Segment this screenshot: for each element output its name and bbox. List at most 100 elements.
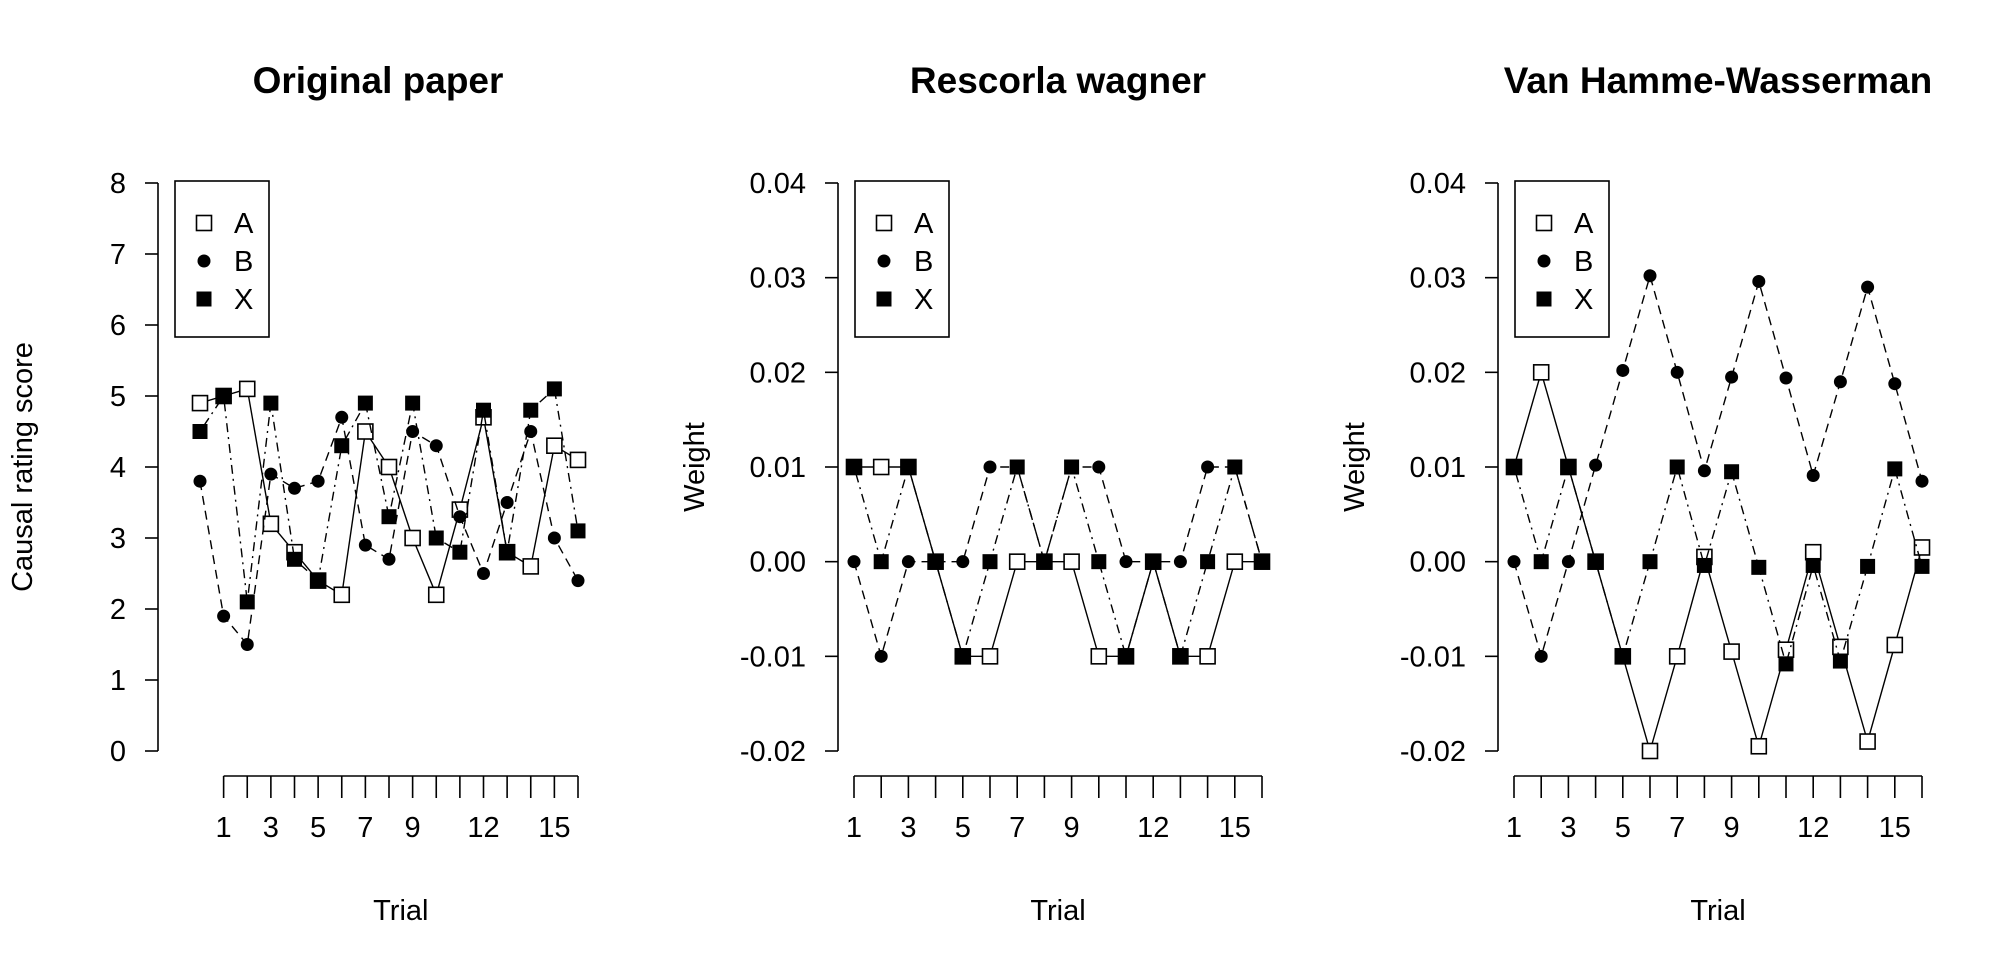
y-tick-label: -0.02: [740, 736, 806, 768]
data-point-B: [956, 555, 970, 569]
data-point-B: [847, 555, 861, 569]
data-point-X: [1036, 554, 1052, 570]
data-point-X: [873, 554, 889, 570]
y-tick-label: 0.00: [750, 547, 806, 579]
legend-label-A: A: [914, 208, 934, 240]
data-point-A: [404, 529, 421, 547]
data-point-X: [900, 459, 916, 475]
y-tick-label: 8: [110, 168, 126, 200]
data-point-X: [216, 388, 232, 404]
chart-panel-3: Van Hamme-Wasserman -0.02 -0.01 0.00 0.01 0.0…: [1339, 60, 1932, 927]
data-point-A: [1668, 648, 1686, 665]
data-point-B: [1173, 555, 1187, 569]
series-line-B: [853, 466, 1263, 659]
data-point-B: [382, 552, 396, 566]
x-tick-label: 3: [900, 812, 916, 844]
y-tick-label: 7: [110, 239, 126, 271]
data-point-B: [983, 460, 997, 474]
data-point-B: [311, 474, 325, 488]
data-point-X: [499, 544, 515, 560]
data-point-X: [1696, 557, 1712, 573]
data-point-B: [1119, 555, 1133, 569]
x-tick-label: 1: [1506, 812, 1522, 844]
data-point-X: [1064, 459, 1080, 475]
y-tick-label: 0.03: [750, 263, 806, 295]
data-point-X: [1588, 554, 1604, 570]
data-point-B: [547, 531, 561, 545]
x-tick-label: 1: [846, 812, 862, 844]
data-point-B: [1806, 469, 1820, 483]
data-point-A: [1226, 553, 1244, 570]
data-point-A: [1008, 553, 1026, 570]
legend-label-A: A: [1574, 208, 1594, 240]
x-axis-label: Trial: [373, 895, 428, 927]
y-tick-label: 0.01: [1410, 452, 1466, 484]
data-point-X: [476, 402, 491, 418]
data-point-X: [310, 573, 326, 589]
data-point-X: [1887, 461, 1903, 477]
data-point-A: [872, 458, 890, 476]
data-point-A: [191, 394, 209, 412]
data-point-B: [1725, 370, 1739, 384]
data-point-X: [1615, 648, 1631, 664]
data-point-B: [193, 474, 207, 488]
data-point-B: [1643, 269, 1657, 283]
data-point-X: [1200, 554, 1216, 570]
y-tick-label: 0.01: [750, 452, 806, 484]
data-point-A: [238, 380, 256, 398]
legend-marker-A: [1535, 214, 1553, 232]
legend-marker-A: [195, 214, 213, 232]
x-tick-label: 9: [1724, 812, 1740, 844]
x-tick-label: 1: [216, 812, 232, 844]
legend-marker-B: [1537, 254, 1551, 268]
data-point-X: [1832, 653, 1848, 669]
data-point-A: [1886, 636, 1904, 654]
legend-marker-B: [877, 254, 891, 268]
legend-label-B: B: [234, 246, 253, 278]
legend: ABX: [854, 180, 950, 338]
x-tick-label: 12: [1797, 812, 1829, 844]
y-tick-label: 0.02: [1410, 357, 1466, 389]
y-tick-label: 4: [110, 452, 126, 484]
data-point-B: [1915, 474, 1929, 488]
data-point-B: [1092, 460, 1106, 474]
data-point-A: [1063, 553, 1080, 570]
data-point-A: [1532, 364, 1550, 381]
data-point-B: [335, 410, 349, 424]
data-point-B: [358, 538, 372, 552]
data-point-B: [1697, 464, 1711, 478]
series-B: [193, 410, 585, 651]
data-point-X: [1009, 459, 1025, 475]
x-tick-label: 12: [1137, 812, 1169, 844]
data-point-X: [428, 530, 444, 546]
x-tick-label: 9: [1064, 812, 1080, 844]
data-point-X: [1118, 648, 1134, 664]
data-point-X: [192, 424, 208, 439]
data-point-B: [1752, 274, 1766, 288]
y-tick-label: 0.00: [1410, 547, 1466, 579]
data-point-A: [380, 458, 398, 476]
data-point-B: [1534, 649, 1548, 663]
data-point-X: [928, 554, 944, 570]
legend-label-X: X: [234, 284, 253, 316]
x-axis-label: Trial: [1030, 895, 1085, 927]
series-line-X: [853, 464, 1263, 659]
legend: ABX: [174, 180, 270, 338]
data-point-X: [334, 438, 350, 454]
y-tick-label: -0.02: [1400, 736, 1466, 768]
x-tick-label: 5: [310, 812, 326, 844]
y-tick-label: 0.03: [1410, 263, 1466, 295]
legend-label-X: X: [1574, 284, 1593, 316]
data-point-X: [405, 395, 421, 411]
legend-label-X: X: [914, 284, 933, 316]
x-tick-label: 15: [1219, 812, 1251, 844]
data-point-X: [1642, 554, 1658, 570]
data-point-B: [264, 467, 278, 481]
data-point-B: [429, 439, 443, 453]
data-point-B: [240, 638, 254, 651]
series-A: [191, 380, 587, 604]
data-point-X: [982, 554, 998, 570]
y-tick-label: -0.01: [740, 641, 806, 673]
data-point-A: [1723, 643, 1740, 660]
data-point-A: [1750, 737, 1768, 755]
